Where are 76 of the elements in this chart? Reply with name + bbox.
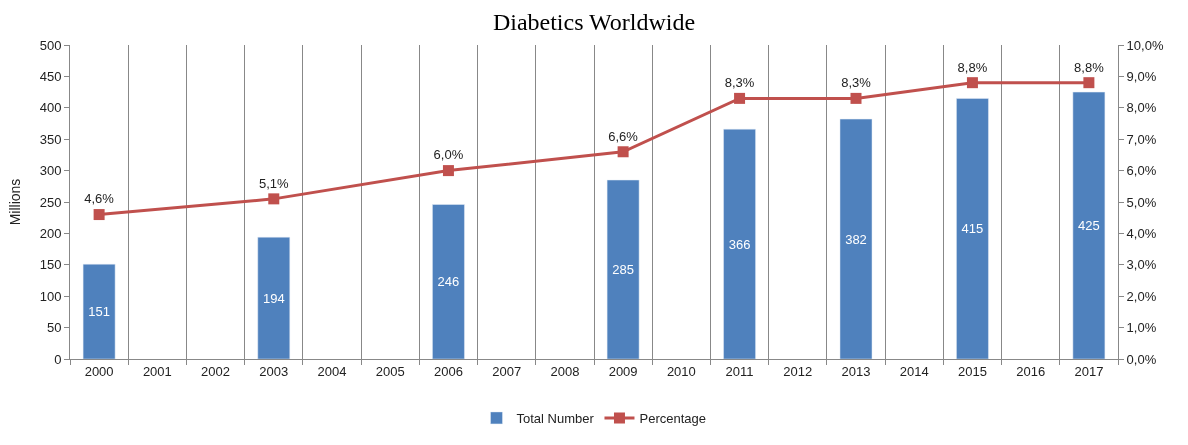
chart-title: Diabetics Worldwide bbox=[492, 9, 696, 36]
data-label: 8,8% bbox=[1074, 59, 1105, 75]
data-label: 8,3% bbox=[841, 75, 872, 91]
bar bbox=[606, 179, 640, 359]
bar bbox=[956, 98, 989, 359]
data-label: 415 bbox=[961, 221, 984, 237]
bar bbox=[432, 204, 465, 359]
legend-label: Percentage bbox=[639, 410, 706, 426]
y2-tick-label: 7,0% bbox=[1126, 131, 1157, 147]
y2-tick-label: 5,0% bbox=[1126, 194, 1157, 210]
y2-tick-label: 3,0% bbox=[1126, 257, 1157, 273]
y2-tick-label: 4,0% bbox=[1126, 225, 1157, 241]
data-label: 6,0% bbox=[433, 147, 464, 163]
x-tick-label: 2000 bbox=[84, 363, 114, 379]
y2-tick-label: 1,0% bbox=[1126, 320, 1157, 336]
y-tick-label: 400 bbox=[39, 100, 62, 116]
data-label: 425 bbox=[1078, 218, 1100, 234]
bar bbox=[1072, 91, 1106, 359]
x-tick-label: 2009 bbox=[608, 363, 638, 379]
point bbox=[617, 146, 629, 158]
point bbox=[966, 77, 978, 89]
y-tick-label: 300 bbox=[39, 163, 62, 179]
point bbox=[93, 209, 105, 221]
y-axis-title: Millions bbox=[7, 178, 24, 226]
y2-tick-label: 10,0% bbox=[1126, 37, 1164, 53]
point bbox=[734, 92, 746, 104]
point bbox=[1083, 77, 1095, 89]
y2-tick-label: 9,0% bbox=[1126, 68, 1157, 84]
x-tick-label: 2003 bbox=[259, 363, 289, 379]
data-label: 382 bbox=[845, 231, 867, 247]
x-tick-label: 2015 bbox=[957, 363, 987, 379]
x-tick-label: 2001 bbox=[142, 363, 172, 379]
y-tick-label: 200 bbox=[39, 225, 62, 241]
y2-tick-label: 8,0% bbox=[1126, 100, 1157, 116]
data-label: 151 bbox=[88, 304, 110, 320]
x-tick-label: 2008 bbox=[550, 363, 580, 379]
x-tick-label: 2014 bbox=[899, 363, 929, 379]
x-tick-label: 2011 bbox=[725, 363, 754, 379]
x-tick-label: 2016 bbox=[1016, 363, 1046, 379]
x-tick-label: 2005 bbox=[375, 363, 405, 379]
y-tick-label: 150 bbox=[39, 257, 62, 273]
point bbox=[442, 165, 454, 177]
bar bbox=[82, 263, 116, 359]
data-label: 246 bbox=[437, 274, 460, 290]
x-tick-label: 2006 bbox=[433, 363, 463, 379]
data-label: 4,6% bbox=[84, 191, 115, 207]
y-tick-label: 100 bbox=[39, 288, 62, 304]
data-label: 194 bbox=[262, 290, 285, 306]
x-tick-label: 2012 bbox=[783, 363, 813, 379]
x-tick-label: 2002 bbox=[201, 363, 231, 379]
x-tick-label: 2007 bbox=[492, 363, 522, 379]
x-tick-label: 2017 bbox=[1074, 363, 1104, 379]
y2-tick-label: 6,0% bbox=[1126, 163, 1157, 179]
x-tick-label: 2010 bbox=[666, 363, 696, 379]
y-tick-label: 350 bbox=[39, 131, 62, 147]
data-label: 8,8% bbox=[957, 59, 988, 75]
data-label: 8,3% bbox=[724, 75, 755, 91]
x-tick-label: 2013 bbox=[841, 363, 871, 379]
data-label: 5,1% bbox=[258, 175, 290, 191]
y2-tick-label: 2,0% bbox=[1126, 288, 1157, 304]
y-tick-label: 250 bbox=[39, 194, 62, 210]
data-label: 285 bbox=[612, 262, 634, 278]
y-tick-label: 500 bbox=[39, 37, 62, 53]
bar bbox=[723, 128, 756, 359]
y2-tick-label: 0,0% bbox=[1126, 351, 1157, 367]
x-tick-label: 2004 bbox=[317, 363, 347, 379]
data-label: 6,6% bbox=[608, 128, 639, 144]
bar bbox=[839, 118, 873, 359]
point bbox=[850, 92, 862, 104]
legend-label: Total Number bbox=[516, 410, 595, 426]
data-label: 366 bbox=[728, 236, 751, 252]
y-tick-label: 0 bbox=[54, 351, 62, 367]
y-tick-label: 50 bbox=[46, 320, 62, 336]
bar bbox=[257, 236, 291, 359]
point bbox=[268, 193, 280, 205]
y-tick-label: 450 bbox=[39, 68, 62, 84]
